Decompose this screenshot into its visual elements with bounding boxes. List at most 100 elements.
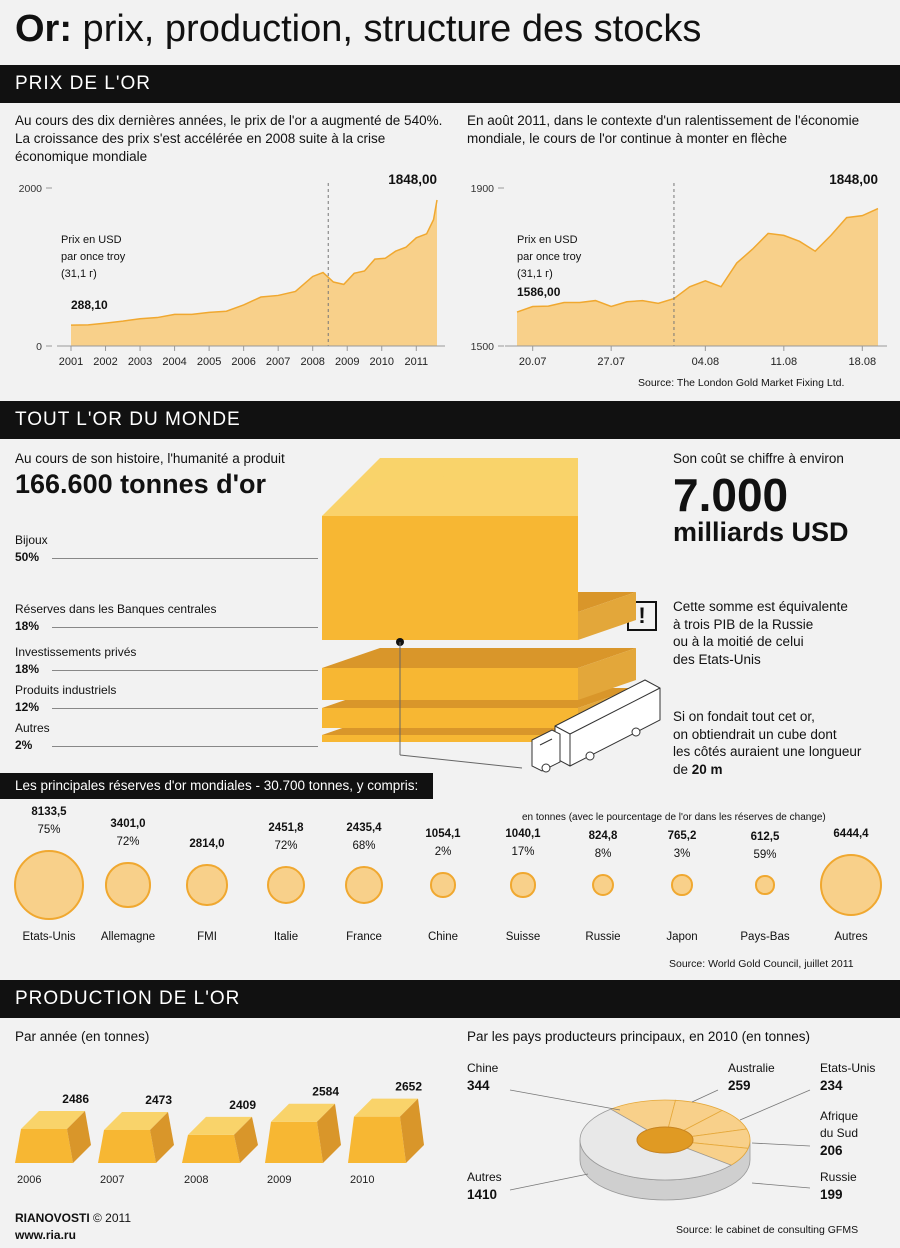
reserve-country-label: Etats-Unis bbox=[22, 931, 76, 943]
structure-leader-line bbox=[52, 746, 318, 747]
reserve-bubble bbox=[510, 872, 536, 898]
cube-line-4: de bbox=[673, 761, 692, 777]
equiv-line-1: Cette somme est équivalente bbox=[673, 599, 848, 614]
tout-intro: Au cours de son histoire, l'humanité a p… bbox=[15, 451, 285, 466]
unit-note-line-2: par once troy bbox=[61, 251, 126, 263]
production-left-title: Par année (en tonnes) bbox=[15, 1029, 150, 1044]
unit-note-line-2: par once troy bbox=[517, 251, 582, 263]
x-tick-label: 2004 bbox=[162, 356, 186, 368]
reserve-bubble bbox=[819, 853, 883, 917]
gold-layer-investissements bbox=[322, 648, 636, 700]
structure-percent-label: 18% bbox=[15, 619, 40, 633]
y-tick-label: 1900 bbox=[471, 183, 495, 195]
pie-leader-line bbox=[691, 1089, 719, 1103]
pie-leader-line bbox=[509, 1089, 621, 1111]
cube-line-1: Si on fondait tout cet or, bbox=[673, 709, 815, 724]
pie-value-label: 234 bbox=[820, 1078, 843, 1093]
reserve-value-label: 2814,0 bbox=[189, 838, 225, 851]
section-header-tout: TOUT L'OR DU MONDE bbox=[0, 401, 900, 439]
production-by-country-chart: Chine 344 Australie 259 Etats-Unis 234 Afrique… bbox=[467, 1061, 875, 1202]
structure-leader-line bbox=[52, 708, 318, 709]
reserve-country-label: Russie bbox=[585, 931, 621, 943]
production-year-label: 2006 bbox=[17, 1174, 41, 1186]
prix-source: Source: The London Gold Market Fixing Lt… bbox=[638, 377, 845, 389]
footer-brand: RIANOVOSTI © 2011 bbox=[15, 1211, 131, 1225]
production-bar bbox=[182, 1116, 258, 1163]
x-tick-label: 2001 bbox=[59, 356, 83, 368]
structure-category-label: Investissements privés bbox=[15, 645, 137, 659]
end-value-label: 1848,00 bbox=[829, 172, 878, 187]
pie-leader-line bbox=[509, 1173, 589, 1191]
unit-note-line-3: (31,1 г) bbox=[61, 268, 97, 280]
price-area bbox=[71, 200, 437, 346]
cost-intro: Son coût se chiffre à environ bbox=[673, 451, 844, 466]
reserve-percent-label: 59% bbox=[753, 849, 777, 862]
reserve-percent-label: 3% bbox=[673, 848, 691, 861]
structure-category-label: Bijoux bbox=[15, 533, 48, 547]
reserve-country-label: Italie bbox=[273, 931, 299, 943]
footer-copyright: © 2011 bbox=[89, 1211, 131, 1225]
x-tick-label: 2005 bbox=[197, 356, 221, 368]
reserve-bubble bbox=[344, 865, 384, 905]
unit-note-left: Prix en USD par once troy (31,1 г) bbox=[61, 232, 125, 283]
reserve-bubble bbox=[105, 862, 151, 908]
reserves-source: Source: World Gold Council, juillet 2011 bbox=[669, 958, 854, 970]
x-tick-label: 2008 bbox=[300, 356, 324, 368]
reserve-bubble bbox=[186, 864, 228, 906]
unit-note-line-1: Prix en USD bbox=[517, 234, 578, 246]
reserve-country-label: Autres bbox=[834, 931, 868, 943]
price-chart-aug-2011: 1500 1900 20.07 27.07 04.08 11.08 18.08 1586,00… bbox=[471, 172, 887, 368]
reserve-value-label: 1040,1 bbox=[505, 828, 541, 841]
pie-value-label: 1410 bbox=[467, 1187, 497, 1202]
pie-category-label: du Sud bbox=[820, 1126, 858, 1140]
structure-category-label: Produits industriels bbox=[15, 683, 117, 697]
prix-right-text: En août 2011, dans le contexte d'un rale… bbox=[467, 113, 860, 146]
reserve-country-label: France bbox=[346, 931, 382, 943]
structure-leader-line bbox=[52, 627, 318, 628]
reserve-bubble bbox=[430, 872, 456, 898]
reserve-value-label: 3401,0 bbox=[110, 818, 146, 831]
structure-percent-label: 18% bbox=[15, 662, 40, 676]
production-value-label: 2652 bbox=[395, 1080, 422, 1094]
production-year-label: 2009 bbox=[267, 1174, 291, 1186]
pie-value-label: 199 bbox=[820, 1187, 843, 1202]
structure-category-label: Autres bbox=[15, 721, 50, 735]
prix-left-text: Au cours des dix dernières années, le pr… bbox=[15, 113, 443, 164]
footer-url[interactable]: www.ria.ru bbox=[15, 1228, 76, 1242]
y-tick-label: 2000 bbox=[19, 183, 43, 195]
title-rest: prix, production, structure des stocks bbox=[72, 8, 702, 50]
structure-percent-label: 2% bbox=[15, 738, 33, 752]
reserve-value-label: 2451,8 bbox=[268, 821, 304, 834]
x-tick-label: 2007 bbox=[266, 356, 290, 368]
production-year-label: 2008 bbox=[184, 1174, 208, 1186]
unit-note-right: Prix en USD par once troy (31,1 г) bbox=[517, 232, 581, 283]
donut-hole bbox=[636, 1126, 694, 1154]
y-tick-label: 1500 bbox=[471, 341, 495, 353]
reserve-percent-label: 72% bbox=[116, 836, 140, 849]
x-tick-label: 27.07 bbox=[597, 356, 625, 368]
equiv-line-4: des Etats-Unis bbox=[673, 651, 761, 667]
equiv-line-2: à trois PIB de la Russie bbox=[673, 616, 814, 632]
production-bar bbox=[15, 1111, 91, 1163]
price-chart-10y: 0 2000 2001 2002 2003 2004 2005 2006 2007 2008 200… bbox=[19, 172, 445, 368]
structure-leader-line bbox=[52, 558, 318, 559]
pie-category-label: Etats-Unis bbox=[820, 1061, 875, 1075]
cube-size: 20 m bbox=[691, 761, 723, 777]
reserve-bubble bbox=[266, 865, 306, 905]
price-area bbox=[517, 208, 878, 346]
x-tick-label: 2002 bbox=[93, 356, 117, 368]
production-bar bbox=[348, 1098, 424, 1163]
production-right-title: Par les pays producteurs principaux, en … bbox=[467, 1029, 810, 1044]
reserve-percent-label: 8% bbox=[594, 847, 612, 860]
end-value-label: 1848,00 bbox=[388, 172, 437, 187]
production-source: Source: le cabinet de consulting GFMS bbox=[676, 1224, 859, 1236]
x-tick-label: 2009 bbox=[335, 356, 359, 368]
cube-line-2: on obtiendrait un cube dont bbox=[673, 726, 837, 742]
pie-category-label: Australie bbox=[728, 1061, 775, 1075]
reserves-title: Les principales réserves d'or mondiales … bbox=[0, 773, 434, 799]
reserve-bubble bbox=[755, 875, 775, 895]
cost-unit: milliards USD bbox=[673, 517, 849, 547]
production-value-label: 2473 bbox=[145, 1093, 172, 1107]
reserve-country-label: Chine bbox=[427, 931, 459, 943]
price-line bbox=[516, 207, 879, 313]
